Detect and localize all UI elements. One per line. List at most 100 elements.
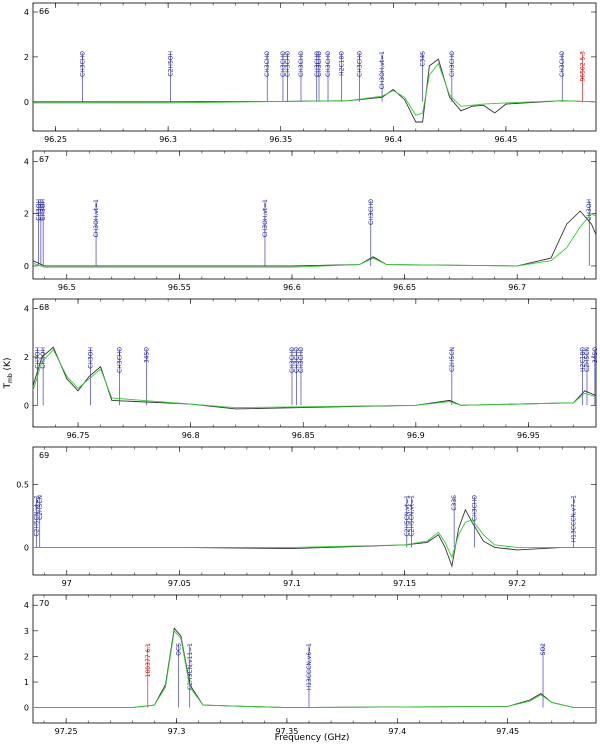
- panel-number: 67: [39, 155, 49, 164]
- line-label: CH3CHO: [559, 51, 566, 77]
- line-label: CH3OH,vt=1: [262, 199, 269, 238]
- x-tick-label: 96.35: [269, 135, 292, 144]
- panel-number: 66: [39, 7, 49, 16]
- line-label: C2H3CN,v11=1: [187, 643, 194, 690]
- panel-number: 68: [39, 303, 49, 312]
- x-tick-label: 97.25: [55, 727, 78, 736]
- line-label: CH3OH: [35, 347, 42, 369]
- x-tick-label: 96.8: [182, 431, 200, 440]
- line-label: CH3OH,vt=1: [379, 51, 386, 90]
- line-label: CH3OH: [40, 347, 47, 369]
- line-label: 34SO: [592, 347, 599, 363]
- x-tick-label: 97.3: [168, 727, 186, 736]
- model-spectrum: [33, 62, 596, 116]
- y-tick-label: 0: [24, 704, 29, 713]
- x-tick-label: 97.15: [393, 579, 416, 588]
- ylabel-unit: (K): [3, 358, 13, 374]
- panel-70: 97.25 97.3 97.35 97.4 97.45 0 1 2 3 4 100377 6.1 OC…: [24, 594, 597, 736]
- x-tick-label: 96.3: [159, 135, 177, 144]
- x-tick-label: 96.75: [67, 431, 90, 440]
- line-label: CH3OH: [38, 199, 45, 221]
- ylabel-subscript: mb: [7, 373, 14, 383]
- line-label: OCS: [176, 643, 183, 656]
- y-tick-label: 2: [24, 652, 29, 661]
- y-tick-label: 2: [24, 53, 29, 62]
- plot-frame: [32, 446, 597, 576]
- y-tick-label: 2: [24, 210, 29, 219]
- model-spectrum: [33, 629, 596, 709]
- observed-spectrum: [33, 210, 596, 267]
- x-tick-label: 97: [62, 579, 72, 588]
- panel-number: 69: [39, 451, 49, 460]
- x-tick-label: 97.35: [275, 727, 298, 736]
- x-tick-label: 97.2: [508, 579, 526, 588]
- line-label: CH3CHO: [298, 347, 305, 373]
- observed-spectrum: [33, 627, 596, 709]
- line-label: C2H5CN: [584, 347, 591, 372]
- line-label: SO2: [540, 643, 547, 656]
- ylabel: Tmb (K): [3, 358, 14, 390]
- panel-69: 97 97.05 97.1 97.15 97.200.5C2H5CN,vt=1C2H5C…: [16, 446, 597, 588]
- line-label: CH3OH: [87, 347, 94, 369]
- x-tick-label: 96.9: [407, 431, 425, 440]
- xlabel: Frequency (GHz): [275, 733, 350, 743]
- line-identifications: 100377 6.1 OCS C2H3CN,v11=1 H13CCCN,v6=1 SO2: [145, 643, 547, 708]
- line-label: CH3CHO: [314, 51, 321, 77]
- x-tick-label: 96.7: [508, 283, 526, 292]
- y-tick-label: 2: [24, 353, 29, 362]
- line-label: C2H5CN,vt=1: [408, 495, 415, 537]
- line-label: CH3OH,vt=1: [93, 199, 100, 238]
- line-label: CH3CHO: [80, 51, 87, 77]
- panel-66: 96.25 96.3 96.35 96.4 96.45 0 2 4 CH3CHO C2H5OH CH…: [24, 2, 597, 144]
- plot-frame: [32, 2, 597, 132]
- x-tick-label: 97.45: [496, 727, 519, 736]
- line-label: 34SO: [144, 347, 151, 363]
- x-tick-label: 96.55: [168, 283, 191, 292]
- y-tick-label: 4: [24, 305, 29, 314]
- x-tick-label: 96.85: [292, 431, 315, 440]
- line-label: H13CCCN,v7=1: [570, 495, 577, 543]
- plot-frame: [32, 298, 597, 428]
- line-label: CH3CHO: [368, 199, 375, 225]
- y-tick-label: 0: [24, 543, 29, 552]
- observed-spectrum: [33, 508, 596, 568]
- line-label: 100377 6.1: [145, 643, 152, 678]
- line-label: C33S: [451, 495, 458, 511]
- model-spectrum: [33, 519, 596, 559]
- y-tick-label: 0.5: [16, 481, 29, 490]
- line-label: H13CCCN,v6=1: [306, 643, 313, 691]
- line-label: CH3CHO: [325, 51, 332, 77]
- line-label: 96502 5.3: [579, 51, 586, 82]
- panel-67: 96.5 96.55 96.6 96.65 96.7 0 2 4 CH3OH CH3OH CH3OH…: [24, 150, 597, 292]
- ylabel-main: T: [3, 382, 13, 389]
- line-label: H2C18O: [579, 347, 586, 372]
- y-tick-label: 0: [24, 401, 29, 410]
- line-label: CH3CHO: [293, 347, 300, 373]
- x-tick-label: 96.6: [283, 283, 301, 292]
- x-tick-label: 96.95: [517, 431, 540, 440]
- y-tick-label: 1: [24, 678, 29, 687]
- x-tick-label: 96.5: [58, 283, 76, 292]
- line-label: C2H5CN: [37, 495, 44, 520]
- line-label: CH3CHO: [357, 51, 364, 77]
- line-label: C2H5CN,vt=1: [33, 495, 40, 537]
- x-tick-label: 97.4: [388, 727, 406, 736]
- panels: 96.25 96.3 96.35 96.4 96.45 0 2 4 CH3CHO C2H5OH CH…: [16, 2, 599, 736]
- plot-frame: [32, 150, 597, 280]
- line-label: CH3CHO: [471, 495, 478, 521]
- x-tick-label: 97.05: [168, 579, 191, 588]
- y-tick-label: 3: [24, 627, 29, 636]
- x-tick-label: 96.4: [384, 135, 402, 144]
- line-label: C2H5OH: [167, 51, 174, 77]
- line-label: CH3CHO: [280, 51, 287, 77]
- line-label: CH3CHO: [264, 51, 271, 77]
- line-label: H2C18O: [339, 51, 346, 76]
- line-label: CH3OH: [40, 199, 47, 221]
- line-label: CH3OH: [586, 199, 593, 221]
- y-tick-label: 0: [24, 98, 29, 107]
- line-label: CH3OH: [36, 199, 43, 221]
- y-tick-label: 0: [24, 262, 29, 271]
- y-tick-label: 4: [24, 157, 29, 166]
